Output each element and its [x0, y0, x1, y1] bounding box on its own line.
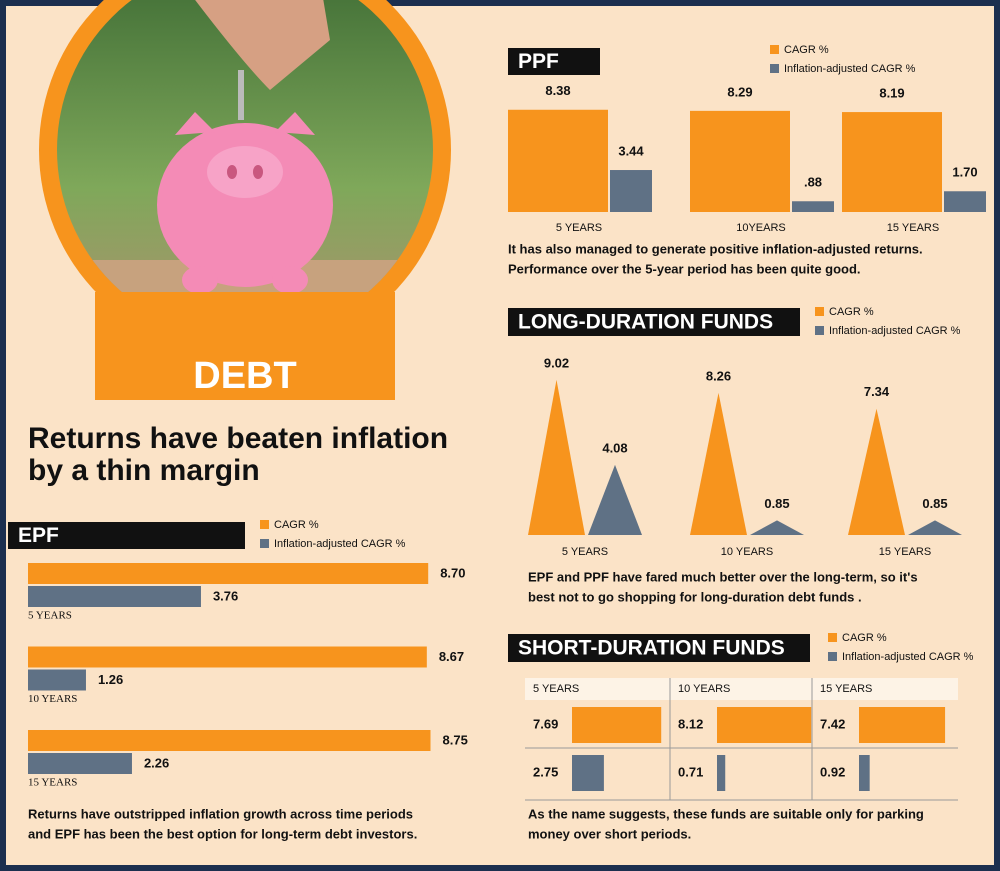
section-title: DEBT	[193, 355, 296, 397]
bar	[28, 586, 201, 607]
headline: by a thin margin	[28, 454, 260, 487]
note: money over short periods.	[528, 826, 691, 841]
value-label: 8.70	[440, 565, 465, 580]
value-label: 0.92	[820, 764, 845, 779]
bar	[28, 730, 431, 751]
triangle	[690, 392, 747, 535]
chart-title: PPF	[518, 50, 559, 73]
x-tick-label: 15 YEARS	[887, 222, 939, 234]
value-label: 3.76	[213, 588, 238, 603]
x-tick-label: 5 YEARS	[562, 546, 608, 558]
value-label: 4.08	[602, 440, 627, 455]
legend-label: CAGR %	[842, 632, 887, 644]
legend-label: CAGR %	[274, 519, 319, 531]
chart-title-bar	[8, 522, 245, 549]
triangle	[848, 408, 905, 535]
y-tick-label: 10 YEARS	[28, 693, 77, 705]
value-label: 8.19	[879, 86, 904, 101]
bar	[28, 753, 132, 774]
x-tick-label: 15 YEARS	[879, 546, 931, 558]
chart-title: LONG-DURATION FUNDS	[518, 311, 773, 334]
bar	[28, 563, 429, 584]
legend-label: Inflation-adjusted CAGR %	[784, 63, 916, 75]
bar	[572, 755, 604, 791]
value-label: 8.29	[727, 84, 752, 99]
triangle	[750, 520, 804, 535]
legend-label: Inflation-adjusted CAGR %	[829, 325, 961, 337]
note: It has also managed to generate positive…	[508, 241, 923, 256]
bar	[859, 707, 946, 743]
legend-label: CAGR %	[784, 44, 829, 56]
legend-swatch	[770, 64, 779, 73]
note: Performance over the 5-year period has b…	[508, 261, 861, 276]
legend-label: CAGR %	[829, 306, 874, 318]
value-label: 8.12	[678, 716, 703, 731]
bar	[859, 755, 870, 791]
section-box	[95, 292, 395, 400]
value-label: 0.85	[922, 496, 947, 511]
chart-title-bar	[508, 308, 800, 336]
legend-swatch	[770, 45, 779, 54]
triangle	[528, 379, 585, 535]
note: EPF and PPF have fared much better over …	[528, 569, 918, 584]
chart-title-bar	[508, 48, 600, 75]
column-header: 10 YEARS	[678, 683, 730, 695]
legend-swatch	[815, 326, 824, 335]
legend-swatch	[260, 539, 269, 548]
value-label: 8.38	[545, 83, 570, 98]
legend-swatch	[828, 652, 837, 661]
triangle	[908, 520, 962, 535]
x-tick-label: 10YEARS	[736, 222, 786, 234]
note: Returns have outstripped inflation growt…	[28, 806, 413, 821]
note: and EPF has been the best option for lon…	[28, 826, 417, 841]
value-label: 7.69	[533, 716, 558, 731]
bar	[508, 109, 608, 212]
chart-title-bar	[508, 634, 810, 662]
y-tick-label: 15 YEARS	[28, 777, 77, 789]
value-label: 1.70	[952, 165, 977, 180]
chart-title: SHORT-DURATION FUNDS	[518, 637, 785, 660]
value-label: 8.26	[706, 368, 731, 383]
bar	[792, 201, 834, 212]
table-header	[525, 678, 958, 700]
value-label: .88	[804, 175, 822, 190]
column-header: 5 YEARS	[533, 683, 579, 695]
legend-swatch	[828, 633, 837, 642]
headline: Returns have beaten inflation	[28, 422, 448, 455]
value-label: 7.42	[820, 716, 845, 731]
bar	[572, 707, 662, 743]
bar	[690, 110, 790, 212]
triangle	[588, 464, 642, 535]
bar	[28, 669, 86, 691]
value-label: 2.75	[533, 764, 558, 779]
column-header: 15 YEARS	[820, 683, 872, 695]
chart-title: EPF	[18, 524, 59, 547]
value-label: 1.26	[98, 672, 123, 687]
bar	[28, 646, 427, 668]
x-tick-label: 10 YEARS	[721, 546, 773, 558]
bar	[842, 112, 942, 212]
value-label: 0.85	[764, 496, 789, 511]
value-label: 7.34	[864, 384, 890, 399]
value-label: 0.71	[678, 764, 703, 779]
note: As the name suggests, these funds are su…	[528, 806, 924, 821]
bar	[717, 707, 812, 743]
value-label: 2.26	[144, 755, 169, 770]
y-tick-label: 5 YEARS	[28, 610, 72, 622]
legend-swatch	[815, 307, 824, 316]
value-label: 8.75	[443, 732, 468, 747]
legend-label: Inflation-adjusted CAGR %	[842, 651, 974, 663]
bar	[944, 191, 986, 212]
value-label: 3.44	[618, 143, 644, 158]
note: best not to go shopping for long-duratio…	[528, 589, 862, 604]
value-label: 8.67	[439, 649, 464, 664]
value-label: 9.02	[544, 355, 569, 370]
bar	[610, 170, 652, 212]
legend-swatch	[260, 520, 269, 529]
legend-label: Inflation-adjusted CAGR %	[274, 538, 406, 550]
x-tick-label: 5 YEARS	[556, 222, 602, 234]
bar	[717, 755, 726, 791]
